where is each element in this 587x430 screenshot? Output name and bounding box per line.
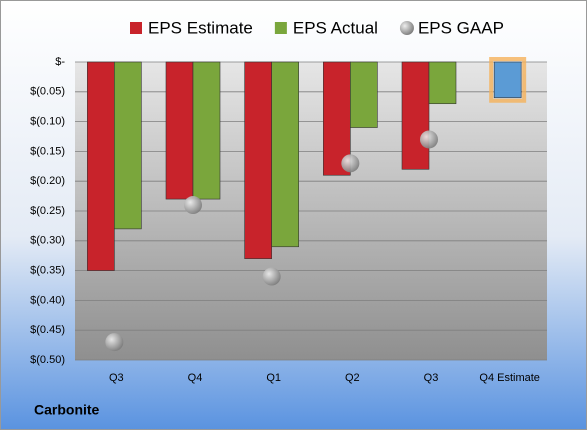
bar	[493, 61, 522, 99]
gaap-marker	[184, 196, 202, 215]
y-tick-label: $(0.15)	[30, 145, 65, 157]
y-tick-label: $(0.35)	[30, 265, 65, 277]
y-tick-label: $(0.05)	[30, 86, 65, 98]
bar	[87, 61, 115, 271]
x-tick-label: Q2	[345, 372, 360, 384]
x-tick-label: Q4	[188, 372, 203, 384]
bar	[428, 61, 457, 105]
bar	[114, 61, 142, 230]
x-tick-label: Q4 Estimate	[479, 372, 540, 384]
bar	[192, 61, 221, 200]
y-tick-label: $(0.50)	[30, 354, 65, 366]
x-tick-label: Q1	[266, 372, 281, 384]
bar	[350, 61, 378, 128]
legend-marker	[399, 21, 414, 35]
y-tick-label: $(0.25)	[30, 205, 65, 217]
gaap-marker	[341, 154, 360, 173]
bar-highlight	[489, 57, 527, 103]
gaap-marker	[105, 333, 124, 352]
bar	[271, 61, 299, 248]
gaap-marker	[262, 267, 281, 286]
x-tick-label: Q3	[424, 372, 439, 384]
legend-marker	[130, 22, 142, 34]
y-tick-label: $(0.30)	[30, 235, 65, 247]
y-tick-label: $(0.40)	[30, 294, 65, 306]
legend-label: EPS Actual	[293, 18, 378, 37]
legend-marker	[274, 22, 287, 34]
y-tick-label: $-	[55, 56, 65, 68]
x-tick-label: Q3	[109, 372, 124, 384]
y-tick-label: $(0.45)	[30, 324, 65, 336]
y-tick-label: $(0.10)	[30, 116, 65, 128]
legend-label: EPS GAAP	[418, 18, 504, 37]
legend-label: EPS Estimate	[148, 18, 253, 37]
bar	[244, 61, 272, 259]
bar	[401, 61, 430, 170]
bar	[165, 61, 194, 200]
gaap-marker	[420, 130, 438, 149]
footer: Carbonite	[34, 402, 100, 418]
y-tick-label: $(0.20)	[30, 175, 65, 187]
